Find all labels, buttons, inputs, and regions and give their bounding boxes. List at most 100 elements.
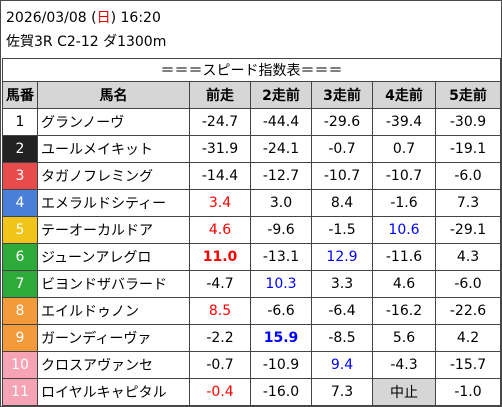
speed-index-cell: -13.1 [250, 243, 312, 271]
table-row: 9 ガーンディーヴァ -2.2 15.9 -8.5 5.6 4.2 [2, 324, 501, 352]
speed-index-cell: 4.6 [372, 270, 436, 298]
speed-index-cell: -10.7 [372, 162, 436, 190]
speed-index-cell: 3.4 [189, 189, 251, 217]
time-text: ) 16:20 [110, 10, 161, 26]
column-header: 2走前 [250, 81, 312, 109]
speed-index-cell: 12.9 [311, 243, 373, 271]
speed-index-cell: 3.0 [250, 189, 312, 217]
horse-name: グランノーヴ [37, 108, 190, 136]
speed-index-cell: -10.9 [250, 351, 312, 379]
speed-index-cell: -10.7 [311, 162, 373, 190]
speed-index-cell: -0.4 [189, 378, 251, 406]
speed-index-cell: -1.0 [435, 378, 501, 406]
speed-index-cell: 5.6 [372, 324, 436, 352]
horse-name: エイルドゥノン [37, 297, 190, 325]
table-row: 7 ビヨンドザバラード -4.7 10.3 3.3 4.6 -6.0 [2, 270, 501, 298]
column-header: 5走前 [435, 81, 501, 109]
speed-index-cell: -29.1 [435, 216, 501, 244]
column-header: 前走 [189, 81, 251, 109]
speed-index-cell: 3.3 [311, 270, 373, 298]
speed-index-cell: 4.2 [435, 324, 501, 352]
speed-index-cell: 中止 [372, 378, 436, 406]
table-row: 5 テーオーカルドア 4.6 -9.6 -1.5 10.6 -29.1 [2, 216, 501, 244]
speed-index-cell: -11.6 [372, 243, 436, 271]
speed-index-cell: -6.4 [311, 297, 373, 325]
table-body: 1 グランノーヴ -24.7 -44.4 -29.6 -39.4 -30.9 2 ユールメイキッ… [2, 108, 501, 406]
horse-number: 6 [2, 243, 38, 271]
speed-index-cell: 8.4 [311, 189, 373, 217]
speed-index-cell: -22.6 [435, 297, 501, 325]
column-header: 馬名 [37, 81, 190, 109]
speed-index-cell: -6.0 [435, 270, 501, 298]
speed-index-cell: 0.7 [372, 135, 436, 163]
column-header-row: 馬番 馬名 前走 2走前 3走前 4走前 5走前 [2, 81, 501, 109]
horse-name: ビヨンドザバラード [37, 270, 190, 298]
horse-number: 7 [2, 270, 38, 298]
horse-name: クロスアヴァンセ [37, 351, 190, 379]
horse-number: 9 [2, 324, 38, 352]
date-text: 2026/03/08 ( [6, 10, 97, 26]
speed-index-cell: -24.1 [250, 135, 312, 163]
speed-index-cell: -1.5 [311, 216, 373, 244]
speed-index-cell: -0.7 [311, 135, 373, 163]
speed-index-cell: 4.3 [435, 243, 501, 271]
speed-index-cell: -4.3 [372, 351, 436, 379]
speed-index-cell: -24.7 [189, 108, 251, 136]
speed-index-cell: 7.3 [435, 189, 501, 217]
speed-index-cell: 11.0 [189, 243, 251, 271]
horse-number: 4 [2, 189, 38, 217]
speed-index-cell: -0.7 [189, 351, 251, 379]
speed-index-cell: -44.4 [250, 108, 312, 136]
speed-index-cell: -9.6 [250, 216, 312, 244]
race-datetime: 2026/03/08 (日) 16:20 [6, 9, 161, 27]
speed-index-cell: 15.9 [250, 324, 312, 352]
table-title: ＝＝＝スピード指数表＝＝＝ [2, 58, 501, 82]
column-header: 馬番 [2, 81, 38, 109]
speed-index-cell: -19.1 [435, 135, 501, 163]
speed-index-cell: -31.9 [189, 135, 251, 163]
speed-index-cell: -14.4 [189, 162, 251, 190]
horse-name: ユールメイキット [37, 135, 190, 163]
speed-index-cell: 10.6 [372, 216, 436, 244]
race-info: 佐賀3R C2-12 ダ1300m [6, 34, 167, 50]
horse-number: 1 [2, 108, 38, 136]
speed-index-cell: -12.7 [250, 162, 312, 190]
table-row: 4 エメラルドシティー 3.4 3.0 8.4 -1.6 7.3 [2, 189, 501, 217]
horse-name: ジューンアレグロ [37, 243, 190, 271]
speed-index-cell: -30.9 [435, 108, 501, 136]
horse-name: ロイヤルキャピタル [37, 378, 190, 406]
speed-index-cell: -4.7 [189, 270, 251, 298]
horse-name: タガノフレミング [37, 162, 190, 190]
weekday-text: 日 [96, 10, 111, 26]
horse-name: テーオーカルドア [37, 216, 190, 244]
speed-index-cell: -29.6 [311, 108, 373, 136]
table-row: 11 ロイヤルキャピタル -0.4 -16.0 7.3 中止 -1.0 [2, 378, 501, 406]
horse-number: 3 [2, 162, 38, 190]
speed-index-cell: -8.5 [311, 324, 373, 352]
speed-index-cell: -6.0 [435, 162, 501, 190]
table-row: 8 エイルドゥノン 8.5 -6.6 -6.4 -16.2 -22.6 [2, 297, 501, 325]
speed-index-cell: 8.5 [189, 297, 251, 325]
table-row: 6 ジューンアレグロ 11.0 -13.1 12.9 -11.6 4.3 [2, 243, 501, 271]
column-header: 4走前 [372, 81, 436, 109]
speed-index-cell: -2.2 [189, 324, 251, 352]
speed-index-cell: 10.3 [250, 270, 312, 298]
horse-number: 5 [2, 216, 38, 244]
table-row: 2 ユールメイキット -31.9 -24.1 -0.7 0.7 -19.1 [2, 135, 501, 163]
horse-name: ガーンディーヴァ [37, 324, 190, 352]
speed-index-table: ＝＝＝スピード指数表＝＝＝ 馬番 馬名 前走 2走前 3走前 4走前 5走前 1 グランノーヴ… [2, 58, 501, 406]
horse-number: 2 [2, 135, 38, 163]
table-row: 10 クロスアヴァンセ -0.7 -10.9 9.4 -4.3 -15.7 [2, 351, 501, 379]
speed-index-cell: 7.3 [311, 378, 373, 406]
speed-index-cell: -16.0 [250, 378, 312, 406]
table-row: 1 グランノーヴ -24.7 -44.4 -29.6 -39.4 -30.9 [2, 108, 501, 136]
table-row: 3 タガノフレミング -14.4 -12.7 -10.7 -10.7 -6.0 [2, 162, 501, 190]
horse-name: エメラルドシティー [37, 189, 190, 217]
horse-number: 8 [2, 297, 38, 325]
horse-number: 11 [2, 378, 38, 406]
speed-index-cell: -16.2 [372, 297, 436, 325]
speed-index-cell: -1.6 [372, 189, 436, 217]
speed-index-cell: 4.6 [189, 216, 251, 244]
speed-index-cell: -39.4 [372, 108, 436, 136]
